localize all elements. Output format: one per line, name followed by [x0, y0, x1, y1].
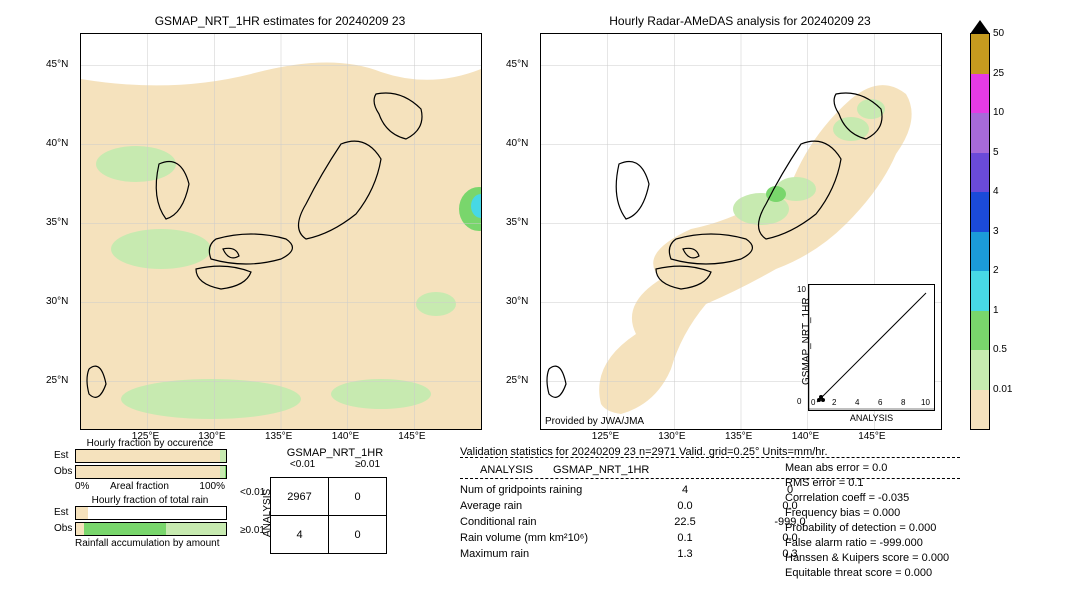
inset-ylabel: GSMAP_NRT_1HR — [801, 297, 812, 385]
bar-obs-2: Obs — [75, 522, 227, 536]
map1-title: GSMAP_NRT_1HR estimates for 20240209 23 — [80, 14, 480, 28]
fraction-bars: Hourly fraction by occurence Est Obs 0% … — [75, 438, 235, 549]
bars-title2: Hourly fraction of total rain — [75, 495, 225, 506]
provided-by: Provided by JWA/JMA — [545, 416, 644, 427]
bar-obs-1: Obs — [75, 465, 227, 479]
map2-panel: Provided by JWA/JMA ANALYSIS GSMAP_NRT_1… — [540, 33, 942, 430]
map1-svg — [81, 34, 481, 429]
metrics-list: Mean abs error = 0.0RMS error = 0.1Corre… — [785, 462, 949, 582]
figure-root: GSMAP_NRT_1HR estimates for 20240209 23 — [0, 0, 1080, 612]
contingency-table: 29670 40 — [270, 477, 387, 554]
inset-scatter: ANALYSIS GSMAP_NRT_1HR 0010102468 — [808, 284, 935, 411]
colorbar: 0.010.512345102550 — [970, 33, 990, 430]
inset-xlabel: ANALYSIS — [809, 413, 934, 423]
bars-title3: Rainfall accumulation by amount — [75, 538, 235, 549]
bar-est-2: Est — [75, 506, 227, 520]
stats-table: ANALYSISGSMAP_NRT_1HR — [450, 462, 659, 478]
map1-panel — [80, 33, 482, 430]
contingency: GSMAP_NRT_1HR <0.01 ≥0.01 29670 40 ANALY… — [270, 447, 400, 470]
map2-title: Hourly Radar-AMeDAS analysis for 2024020… — [540, 14, 940, 28]
bar-est-1: Est — [75, 449, 227, 463]
